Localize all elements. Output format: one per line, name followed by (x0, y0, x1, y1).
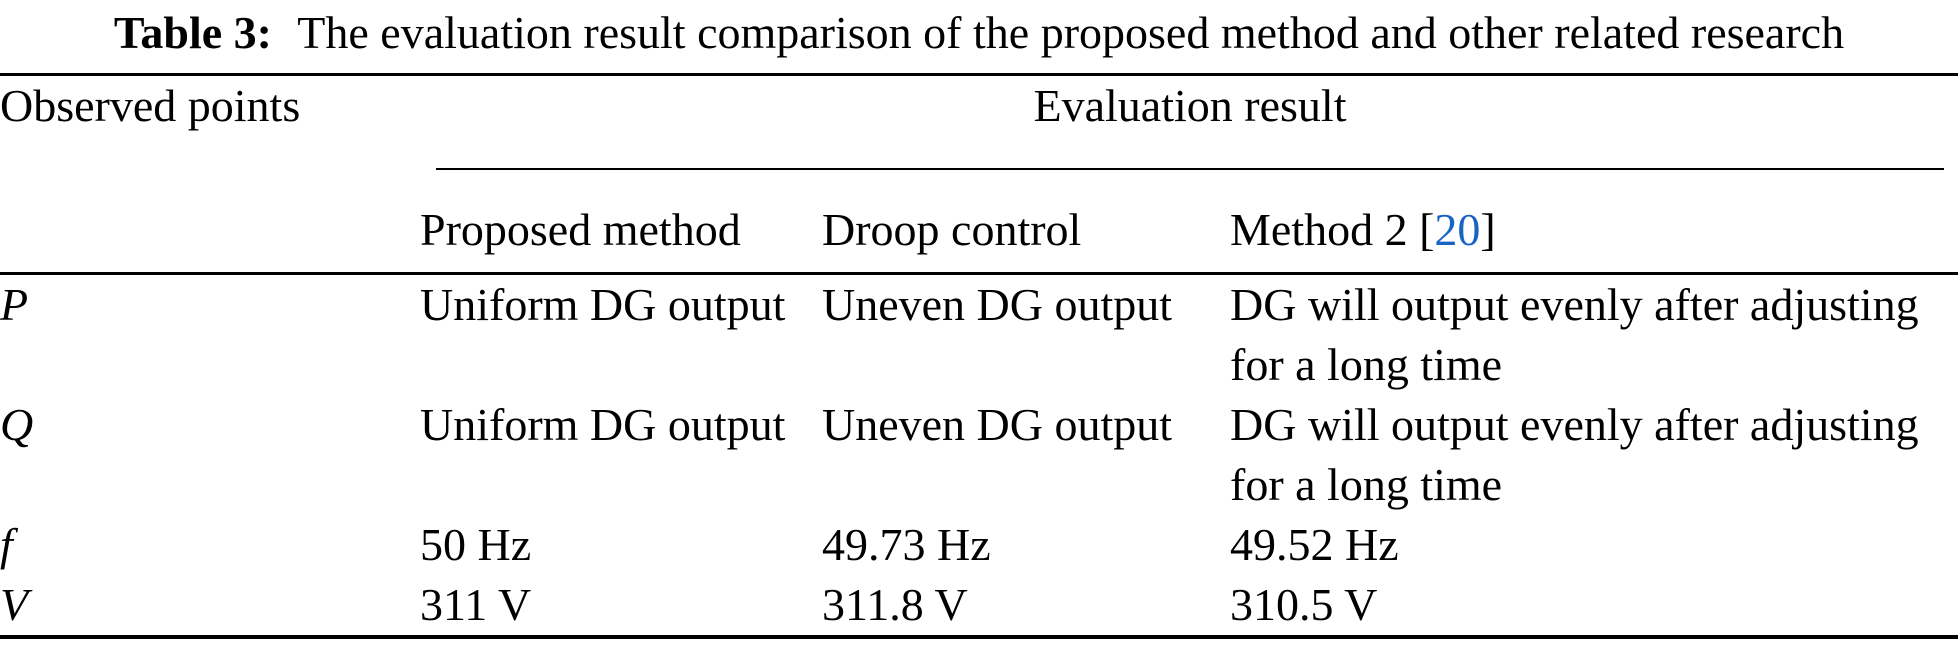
table-row-p: P Uniform DG output Uneven DG output DG … (0, 275, 1958, 395)
cell-v-proposed: 311 V (420, 579, 532, 630)
citation-link-20[interactable]: 20 (1434, 204, 1481, 255)
method-2-label-suffix: ] (1480, 204, 1496, 255)
cell-p-proposed: Uniform DG output (420, 279, 786, 330)
cell-p-droop: Uneven DG output (822, 279, 1173, 330)
column-header-proposed-method: Proposed method (420, 170, 822, 275)
sub-header-row: Proposed method Droop control Method 2 [… (0, 170, 1958, 275)
cell-p-method2: DG will output evenly after adjusting fo… (1230, 279, 1919, 390)
cell-v-droop: 311.8 V (822, 579, 968, 630)
cell-f-proposed: 50 Hz (420, 519, 532, 570)
row-label-p: P (0, 279, 29, 330)
column-header-observed-points: Observed points (0, 76, 420, 275)
group-header-row: Observed points Evaluation result (0, 76, 1958, 275)
table-caption-text: The evaluation result comparison of the … (297, 7, 1845, 58)
evaluation-comparison-table: Observed points Evaluation result Propos… (0, 73, 1958, 639)
row-label-v: V (0, 579, 29, 630)
row-label-q: Q (0, 399, 34, 450)
column-header-method-2: Method 2 [20] (1230, 170, 1958, 275)
table-row-f: f 50 Hz 49.73 Hz 49.52 Hz (0, 515, 1958, 575)
cell-q-droop: Uneven DG output (822, 399, 1173, 450)
cell-q-method2: DG will output evenly after adjusting fo… (1230, 399, 1919, 510)
table-caption-label: Table 3: (113, 7, 272, 58)
table-row-v: V 311 V 311.8 V 310.5 V (0, 575, 1958, 635)
column-header-droop-control: Droop control (822, 170, 1230, 275)
method-2-label: Method 2 [ (1230, 204, 1435, 255)
row-label-f: f (0, 519, 13, 570)
group-header-cell: Evaluation result (420, 76, 1958, 170)
cell-f-droop: 49.73 Hz (822, 519, 991, 570)
table-caption: Table 3: The evaluation result comparison… (0, 0, 1958, 73)
cell-v-method2: 310.5 V (1230, 579, 1378, 630)
table-row-q: Q Uniform DG output Uneven DG output DG … (0, 395, 1958, 515)
group-header-evaluation-result: Evaluation result (436, 76, 1944, 170)
cell-q-proposed: Uniform DG output (420, 399, 786, 450)
cell-f-method2: 49.52 Hz (1230, 519, 1399, 570)
